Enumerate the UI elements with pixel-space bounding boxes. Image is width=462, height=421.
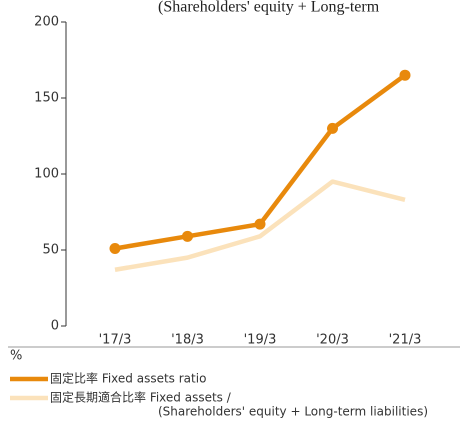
- legend-label: (Shareholders' equity + Long-term liabil…: [158, 405, 428, 419]
- chart-title: (Shareholders' equity + Long-term: [158, 0, 380, 16]
- x-tick-label: '17/3: [99, 333, 132, 348]
- x-tick-label: '20/3: [316, 333, 349, 348]
- point: [182, 230, 193, 242]
- x-tick-label: '19/3: [244, 333, 277, 348]
- y-tick-label: 200: [34, 15, 59, 30]
- y-unit: %: [10, 349, 22, 364]
- point: [254, 218, 266, 230]
- point: [109, 242, 121, 254]
- y-tick-label: 0: [51, 319, 59, 334]
- point: [399, 69, 411, 81]
- x-tick-label: '21/3: [389, 333, 422, 348]
- y-tick-label: 50: [42, 243, 59, 258]
- point: [327, 122, 338, 134]
- legend-label: 固定長期適合比率 Fixed assets /: [50, 390, 232, 405]
- legend-label: 固定比率 Fixed assets ratio: [50, 371, 206, 386]
- y-tick-label: 100: [34, 167, 59, 182]
- y-tick-label: 150: [34, 91, 59, 106]
- series-line: [114, 179, 406, 272]
- x-tick-label: '18/3: [171, 333, 204, 348]
